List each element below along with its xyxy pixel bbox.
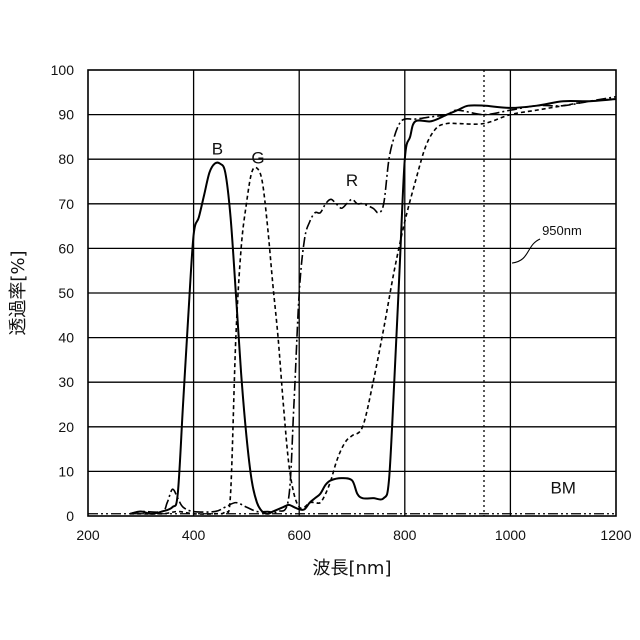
x-tick-label: 400: [182, 527, 206, 543]
y-tick-label: 40: [58, 330, 74, 346]
y-tick-label: 60: [58, 240, 74, 256]
y-tick-label: 90: [58, 107, 74, 123]
annotation-g: G: [251, 149, 264, 168]
x-tick-label: 800: [393, 527, 417, 543]
annotation-950nm: 950nm: [542, 223, 582, 238]
y-axis-title: 透過率[%]: [8, 250, 29, 335]
y-tick-label: 20: [58, 419, 74, 435]
y-tick-label: 50: [58, 285, 74, 301]
y-tick-label: 80: [58, 151, 74, 167]
x-tick-label: 200: [76, 527, 100, 543]
y-tick-label: 0: [66, 508, 74, 524]
x-tick-label: 600: [288, 527, 312, 543]
x-tick-label: 1200: [600, 527, 631, 543]
x-tick-label: 1000: [495, 527, 526, 543]
annotation-r: R: [346, 171, 358, 190]
x-axis-title: 波長[nm]: [313, 558, 392, 579]
y-tick-label: 100: [51, 62, 75, 78]
annotation-b: B: [212, 140, 223, 159]
y-tick-label: 30: [58, 374, 74, 390]
y-tick-label: 70: [58, 196, 74, 212]
y-tick-label: 10: [58, 463, 74, 479]
annotation-bm: BM: [550, 479, 576, 498]
